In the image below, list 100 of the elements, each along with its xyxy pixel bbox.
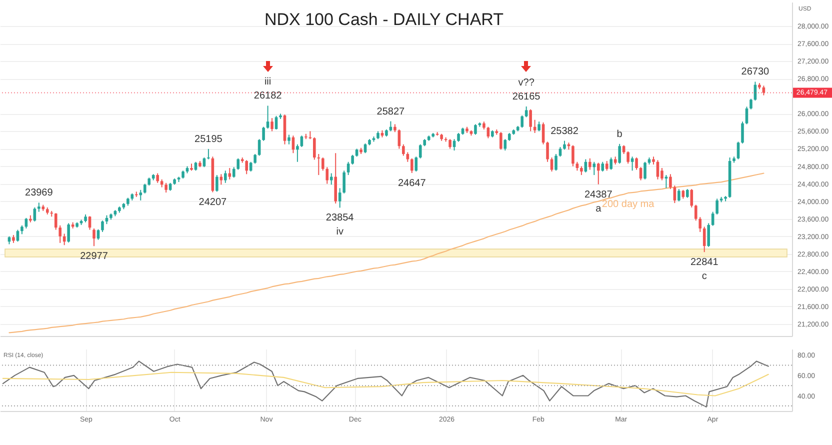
candlestick <box>402 144 405 156</box>
annotation: c <box>702 271 707 282</box>
candlestick <box>474 124 477 136</box>
annotation: 25827 <box>376 106 406 118</box>
candlestick <box>58 224 62 244</box>
candlestick <box>101 220 104 232</box>
candlestick <box>351 154 354 166</box>
candlestick <box>605 160 608 172</box>
candlestick <box>67 222 70 243</box>
candlestick <box>54 212 58 230</box>
annotation: 26182 <box>254 90 282 102</box>
annotation: iv <box>336 226 344 238</box>
annotation: 26730 <box>741 66 770 78</box>
candlestick <box>698 216 702 232</box>
candlestick <box>418 144 422 159</box>
candlestick <box>270 118 274 132</box>
candlestick <box>406 152 410 162</box>
candlestick <box>596 162 600 185</box>
candlestick <box>313 136 316 160</box>
candlestick <box>741 121 744 144</box>
candlestick <box>520 114 524 128</box>
annotation: a <box>596 203 602 214</box>
candlestick <box>220 174 223 186</box>
candlestick <box>504 138 507 151</box>
candlestick <box>630 156 634 172</box>
candlestick <box>321 157 324 172</box>
annotation: 25382 <box>550 126 579 137</box>
candlestick <box>38 202 40 212</box>
candlestick <box>736 141 740 160</box>
candlestick <box>592 161 596 176</box>
annotation: 22977 <box>80 251 108 262</box>
candlestick <box>414 156 418 172</box>
candlestick <box>558 146 562 158</box>
candlestick <box>326 166 329 184</box>
candlestick <box>330 172 333 186</box>
annotation: 22841 <box>690 257 719 268</box>
candlestick <box>635 157 638 170</box>
candlestick <box>588 158 592 170</box>
candlestick <box>716 198 718 215</box>
candlestick <box>216 174 218 192</box>
candlestick <box>486 126 490 139</box>
candlestick <box>156 172 159 184</box>
candlestick <box>258 138 261 156</box>
annotation: 23969 <box>25 188 54 199</box>
candlestick <box>711 211 714 226</box>
candlestick <box>618 143 621 164</box>
candlestick <box>139 189 142 201</box>
candlestick <box>572 144 574 167</box>
candlestick <box>410 158 414 174</box>
candlestick <box>232 166 236 178</box>
candlestick <box>554 153 558 172</box>
candlestick <box>745 106 748 125</box>
candlestick <box>656 160 660 180</box>
line-series <box>8 172 764 334</box>
candlestick <box>626 150 630 164</box>
candlestick <box>538 121 540 132</box>
candlestick <box>342 170 346 194</box>
annotation: 25195 <box>194 134 223 145</box>
annotation: 24647 <box>398 178 426 189</box>
candlestick <box>245 160 248 175</box>
candlestick <box>296 144 299 162</box>
annotation: 24387 <box>584 189 613 200</box>
candlestick <box>202 157 206 168</box>
candlestick <box>143 183 146 194</box>
annotation: iii <box>264 76 272 88</box>
candlestick <box>96 228 100 240</box>
candlestick <box>228 168 232 180</box>
candlestick <box>274 115 278 130</box>
candlestick <box>644 161 646 180</box>
candlestick <box>262 126 265 142</box>
candlestick <box>601 161 604 172</box>
candlestick <box>317 153 320 176</box>
line-series <box>2 372 769 396</box>
candlestick <box>448 138 452 150</box>
candlestick <box>389 120 392 132</box>
candlestick <box>224 170 227 184</box>
candlestick <box>500 132 502 150</box>
annotation: v?? <box>518 77 535 88</box>
candlestick <box>164 182 168 194</box>
candlestick <box>694 204 698 222</box>
annotation: 24207 <box>198 197 228 208</box>
candlestick <box>546 141 549 162</box>
chart-title: NDX 100 Cash - DAILY CHART <box>264 10 504 29</box>
candlestick <box>533 119 536 134</box>
candlestick <box>92 228 96 247</box>
candlestick <box>542 122 545 145</box>
candlestick <box>690 188 694 208</box>
candlestick <box>236 158 240 170</box>
annotation: 26165 <box>512 91 541 102</box>
candlestick <box>610 157 613 170</box>
candlestick <box>207 148 210 160</box>
candlestick <box>707 222 710 248</box>
candlestick <box>338 188 342 208</box>
candlestick <box>524 106 528 118</box>
series-label: 200 day ma <box>602 198 655 210</box>
candlestick <box>254 153 256 164</box>
candlestick <box>346 161 350 176</box>
candlestick <box>678 188 680 202</box>
candlestick <box>669 174 672 190</box>
candlestick <box>529 108 532 132</box>
